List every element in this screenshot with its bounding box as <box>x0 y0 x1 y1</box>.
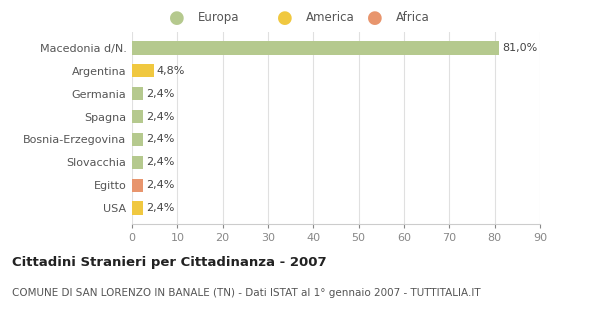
Text: 2,4%: 2,4% <box>146 111 175 122</box>
Bar <box>132 202 143 215</box>
Bar <box>132 156 143 169</box>
Text: Cittadini Stranieri per Cittadinanza - 2007: Cittadini Stranieri per Cittadinanza - 2… <box>12 256 326 269</box>
Text: ●: ● <box>169 9 185 27</box>
Text: 81,0%: 81,0% <box>502 43 538 52</box>
Text: Africa: Africa <box>396 11 430 24</box>
Text: 2,4%: 2,4% <box>146 134 175 145</box>
Text: 2,4%: 2,4% <box>146 204 175 213</box>
Bar <box>132 110 143 124</box>
Text: 2,4%: 2,4% <box>146 89 175 99</box>
Text: COMUNE DI SAN LORENZO IN BANALE (TN) - Dati ISTAT al 1° gennaio 2007 - TUTTITALI: COMUNE DI SAN LORENZO IN BANALE (TN) - D… <box>12 288 481 298</box>
Text: ●: ● <box>277 9 293 27</box>
Bar <box>132 87 143 100</box>
Bar <box>132 64 154 77</box>
Text: America: America <box>306 11 355 24</box>
Text: 2,4%: 2,4% <box>146 180 175 190</box>
Bar <box>132 132 143 146</box>
Bar <box>132 179 143 192</box>
Text: ●: ● <box>367 9 383 27</box>
Text: 4,8%: 4,8% <box>157 66 185 76</box>
Text: 2,4%: 2,4% <box>146 157 175 167</box>
Text: Europa: Europa <box>198 11 239 24</box>
Bar <box>132 41 499 54</box>
